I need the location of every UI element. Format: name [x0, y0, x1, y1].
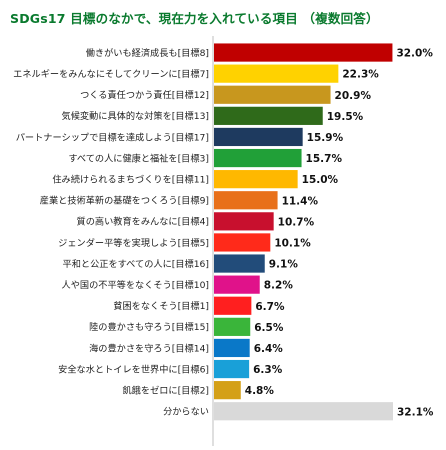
value-label: 6.7%	[255, 301, 285, 313]
category-label: 働きがいも経済成長も[目標8]	[86, 47, 209, 59]
category-label: 海の豊かさを守ろう[目標14]	[89, 342, 209, 354]
category-label: 飢餓をゼロに[目標2]	[122, 384, 209, 396]
value-label: 6.4%	[254, 343, 284, 355]
category-label: すべての人に健康と福祉を[目標3]	[68, 152, 209, 164]
bar	[214, 43, 393, 62]
bar	[214, 359, 250, 379]
category-label: 気候変動に具体的な対策を[目標13]	[62, 110, 209, 122]
category-label: 質の高い教育をみんなに[目標4]	[77, 216, 209, 228]
value-label: 4.8%	[245, 385, 275, 397]
bar	[214, 170, 298, 189]
value-label: 32.0%	[396, 48, 433, 60]
category-label: 貧困をなくそう[目標1]	[113, 300, 209, 312]
category-label: つくる責任つかう責任[目標12]	[80, 89, 209, 101]
bar	[214, 127, 303, 147]
category-label: 産業と技術革新の基礎をつくろう[目標9]	[40, 195, 209, 207]
bar	[214, 233, 271, 252]
bar	[214, 296, 252, 315]
bar	[214, 85, 331, 104]
category-label: 陸の豊かさも守ろう[目標15]	[89, 321, 209, 333]
value-label: 6.5%	[254, 322, 284, 334]
bar	[214, 402, 393, 421]
value-label: 6.3%	[253, 364, 283, 376]
bar	[214, 191, 278, 210]
category-label: 安全な水とトイレを世界中に[目標6]	[58, 363, 209, 375]
bar	[214, 381, 241, 400]
category-label: 平和と公正をすべての人に[目標16]	[63, 258, 209, 270]
bar	[214, 317, 251, 336]
value-label: 9.1%	[269, 259, 299, 271]
bars-layer: 働きがいも経済成長も[目標8] 32.0% エネルギーをみんなにそしてクリーンに[目…	[13, 43, 434, 421]
chart-title: SDGs17 目標のなかで、現在力を入れている項目 （複数回答）	[10, 11, 379, 26]
bar	[214, 212, 274, 231]
value-label: 10.7%	[278, 216, 315, 228]
value-label: 32.1%	[397, 406, 434, 418]
category-label: 住み続けられるまちづくりを[目標11]	[52, 173, 209, 185]
category-label: 人や国の不平等をなくそう[目標10]	[62, 279, 209, 291]
value-label: 19.5%	[327, 111, 364, 123]
value-label: 8.2%	[264, 280, 294, 292]
value-label: 15.0%	[302, 174, 339, 186]
bar	[214, 106, 323, 125]
bar	[214, 254, 265, 273]
category-label: 分からない	[163, 407, 209, 418]
bar	[214, 148, 302, 168]
category-label: パートナーシップで目標を達成しよう[目標17]	[16, 131, 209, 143]
bar	[214, 275, 260, 294]
bar	[214, 338, 250, 358]
category-label: ジェンダー平等を実現しよう[目標5]	[58, 237, 209, 249]
category-label: エネルギーをみんなにそしてクリーンに[目標7]	[13, 68, 209, 80]
value-label: 20.9%	[335, 90, 372, 102]
value-label: 15.9%	[307, 132, 344, 144]
value-label: 10.1%	[274, 237, 311, 249]
bar	[214, 64, 339, 83]
value-label: 15.7%	[306, 153, 343, 165]
value-label: 11.4%	[282, 195, 319, 207]
value-label: 22.3%	[342, 69, 379, 81]
